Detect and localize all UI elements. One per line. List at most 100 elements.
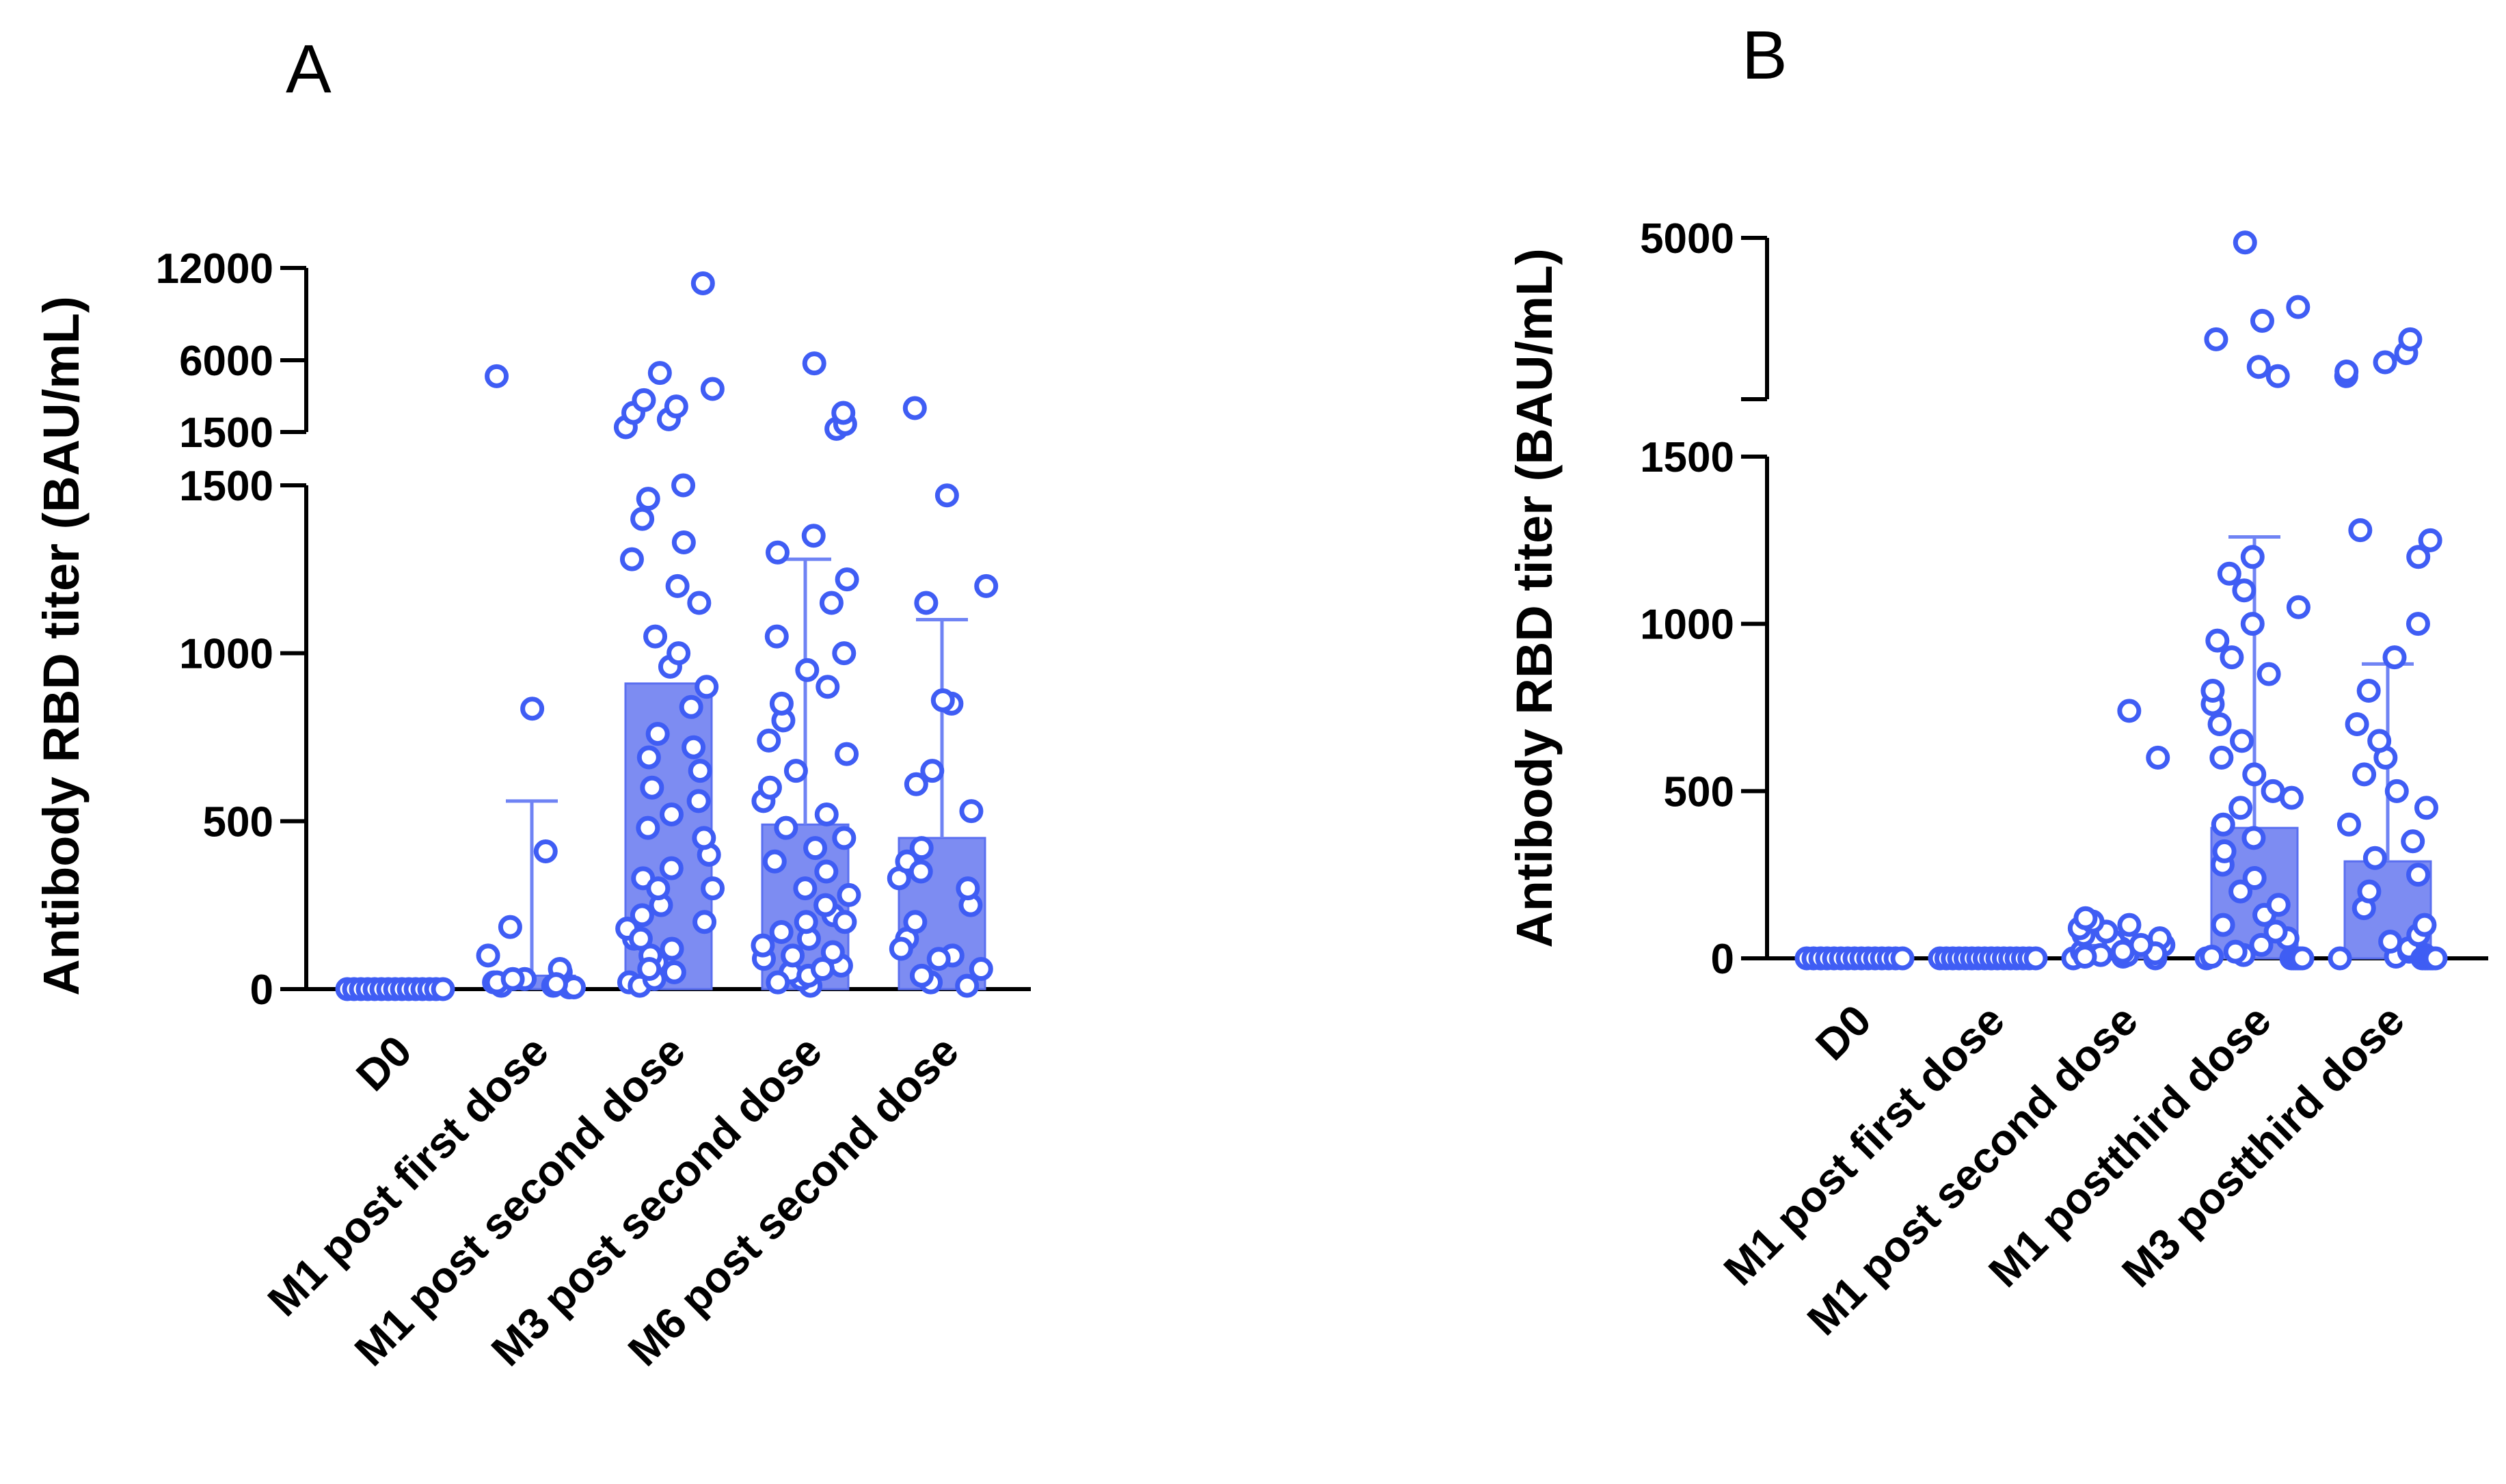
data-point	[687, 591, 712, 615]
data-point	[2352, 762, 2377, 787]
data-point	[2129, 932, 2153, 957]
data-point	[659, 856, 684, 880]
data-point	[930, 688, 955, 712]
data-point	[2207, 712, 2232, 736]
y-tick-label: 5000	[1640, 215, 1734, 262]
data-point	[2406, 863, 2431, 887]
data-point	[2423, 946, 2448, 971]
data-point	[1890, 946, 1915, 971]
data-point	[2211, 913, 2235, 937]
data-point	[889, 936, 913, 961]
data-point	[2220, 645, 2244, 670]
data-point	[2230, 729, 2254, 753]
data-point	[769, 691, 794, 716]
data-point	[671, 530, 696, 555]
data-point	[679, 694, 703, 719]
data-point	[2373, 350, 2397, 375]
data-point	[926, 947, 951, 971]
data-point	[810, 957, 835, 982]
data-point	[934, 483, 959, 508]
data-point	[2414, 796, 2438, 820]
data-point	[802, 351, 826, 376]
data-point	[2240, 612, 2265, 636]
data-point	[837, 882, 861, 907]
data-point	[636, 815, 660, 840]
y-tick-label: 1000	[1640, 602, 1734, 649]
data-point	[955, 973, 980, 998]
data-point	[543, 972, 568, 997]
x-category-label: D0	[347, 1026, 421, 1101]
data-point	[908, 859, 933, 884]
data-point	[701, 876, 725, 901]
data-point	[632, 388, 656, 412]
data-point	[2263, 919, 2288, 944]
data-point	[766, 970, 790, 995]
data-point	[959, 799, 984, 824]
data-point	[2242, 866, 2267, 891]
data-point	[2023, 946, 2048, 971]
data-point	[2265, 364, 2290, 388]
data-point	[2290, 946, 2315, 971]
data-point	[2204, 327, 2228, 351]
data-point	[2211, 812, 2235, 837]
data-point	[2209, 745, 2234, 770]
data-point	[2223, 939, 2248, 964]
data-point	[2073, 906, 2098, 930]
x-category-label: D0	[1806, 995, 1881, 1070]
data-point	[969, 957, 993, 982]
data-point	[766, 540, 790, 565]
data-point	[2233, 230, 2257, 255]
data-point	[664, 394, 688, 419]
y-tick-label: 1500	[179, 409, 273, 457]
data-point	[700, 377, 725, 401]
data-point	[914, 591, 939, 615]
data-point	[2241, 826, 2266, 850]
data-point	[757, 728, 781, 753]
data-point	[2367, 729, 2392, 753]
data-point	[2362, 846, 2387, 870]
data-point	[2212, 839, 2237, 863]
data-point	[688, 759, 712, 783]
data-point	[835, 567, 859, 592]
y-tick-label: 1500	[1640, 434, 1734, 481]
data-point	[660, 936, 684, 961]
data-point	[2345, 712, 2369, 736]
data-point	[2266, 893, 2291, 917]
data-point	[832, 641, 857, 666]
y-axis-title-b: Antibody RBD titer (BAU/mL)	[1506, 248, 1563, 948]
data-point	[647, 361, 672, 386]
data-point	[692, 826, 716, 850]
data-point	[666, 641, 691, 666]
data-point	[2418, 528, 2442, 552]
data-point	[2406, 545, 2431, 569]
data-point	[682, 735, 706, 759]
panel-label-b: B	[1742, 17, 1788, 94]
data-point	[2401, 829, 2425, 854]
data-point	[2279, 785, 2304, 810]
data-point	[2217, 561, 2241, 586]
data-point	[485, 364, 509, 388]
data-point	[2348, 518, 2373, 543]
data-point	[956, 876, 980, 901]
data-point	[2412, 913, 2437, 937]
data-point	[643, 624, 668, 649]
data-point	[909, 963, 934, 988]
data-point	[801, 524, 826, 548]
data-point	[431, 977, 455, 1001]
data-point	[2117, 913, 2142, 937]
data-point	[2200, 679, 2225, 703]
data-point	[757, 775, 782, 800]
data-point	[2398, 327, 2423, 351]
data-point	[2117, 699, 2142, 723]
data-point	[2328, 946, 2352, 971]
data-point	[2228, 879, 2253, 904]
data-point	[630, 507, 655, 531]
data-point	[2406, 612, 2430, 636]
data-point	[662, 960, 686, 984]
data-point	[2286, 295, 2310, 319]
data-point	[813, 893, 838, 917]
data-point	[920, 759, 945, 783]
data-point	[2378, 930, 2403, 954]
